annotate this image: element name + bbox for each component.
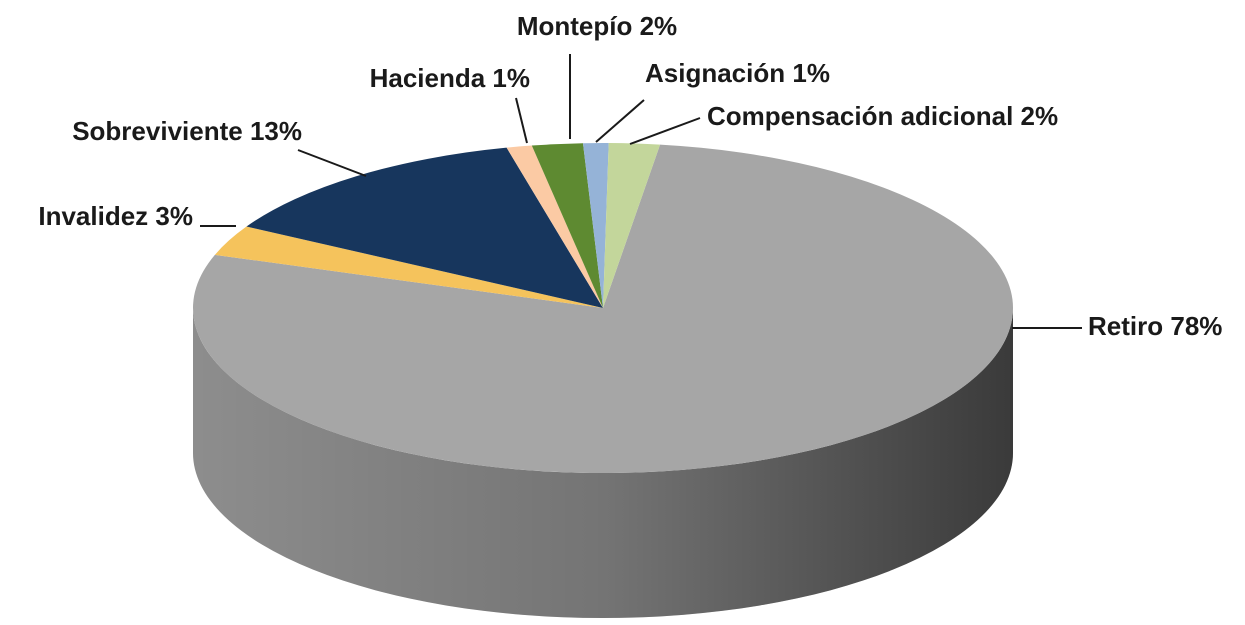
data-label: Retiro 78% <box>1088 311 1222 341</box>
leader-line <box>515 97 528 144</box>
leader-line <box>595 99 645 143</box>
label-value: 78% <box>1170 311 1222 341</box>
data-label: Compensación adicional 2% <box>707 101 1058 131</box>
label-category: Sobreviviente <box>72 116 243 146</box>
slice <box>531 143 603 308</box>
data-label: Asignación 1% <box>645 58 830 88</box>
label-category: Hacienda <box>370 63 486 93</box>
label-value: 2% <box>1021 101 1059 131</box>
data-label: Montepío 2% <box>517 11 677 41</box>
slice <box>246 147 603 308</box>
label-value: 2% <box>640 11 678 41</box>
leader-line <box>629 117 701 145</box>
side-shade <box>193 308 1013 618</box>
label-category: Montepío <box>517 11 633 41</box>
label-category: Compensación adicional <box>707 101 1013 131</box>
data-label: Sobreviviente 13% <box>72 116 302 146</box>
label-value: 1% <box>492 63 530 93</box>
slice <box>193 144 1014 473</box>
slice <box>603 143 661 308</box>
label-category: Retiro <box>1088 311 1163 341</box>
label-category: Invalidez <box>38 201 148 231</box>
label-category: Asignación <box>645 58 785 88</box>
data-label: Hacienda 1% <box>370 63 530 93</box>
slice <box>582 143 609 308</box>
label-value: 3% <box>155 201 193 231</box>
leader-line <box>297 149 367 177</box>
label-value: 13% <box>250 116 302 146</box>
slice <box>506 145 603 308</box>
label-value: 1% <box>792 58 830 88</box>
slice <box>214 226 603 308</box>
data-label: Invalidez 3% <box>38 201 193 231</box>
